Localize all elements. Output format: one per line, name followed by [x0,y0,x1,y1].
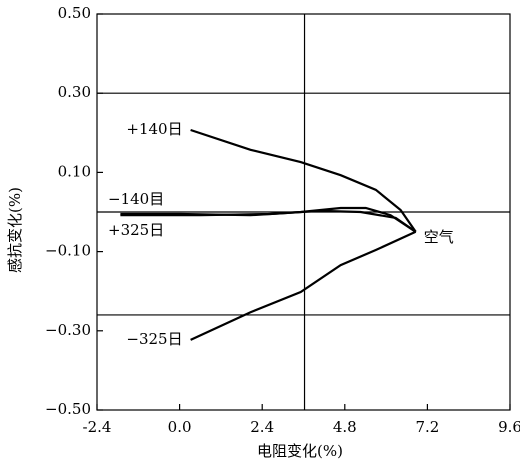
series-label: +140日 [126,120,182,138]
x-axis-label: 电阻变化(%) [257,442,343,460]
x-tick-label: 0.0 [168,418,192,436]
y-tick-label: −0.30 [45,321,91,339]
x-tick-label: 2.4 [250,418,274,436]
x-tick-label: 9.6 [498,418,520,436]
y-tick-label: −0.10 [45,242,91,260]
series-label: −325日 [126,330,182,348]
y-tick-label: −0.50 [45,400,91,418]
x-tick-label: -2.4 [83,418,112,436]
series-label: −140目 [108,190,164,208]
series-line [190,230,417,341]
y-axis-label: 感抗变化(%) [6,187,24,273]
y-tick-label: 0.50 [58,4,91,22]
series-label: +325日 [108,221,164,239]
x-tick-label: 7.2 [415,418,439,436]
x-tick-label: 4.8 [333,418,357,436]
series-line [120,209,417,233]
y-tick-label: 0.10 [58,162,91,180]
annotation: 空气 [424,228,454,246]
y-tick-label: 0.30 [58,83,91,101]
series-line [190,128,417,233]
